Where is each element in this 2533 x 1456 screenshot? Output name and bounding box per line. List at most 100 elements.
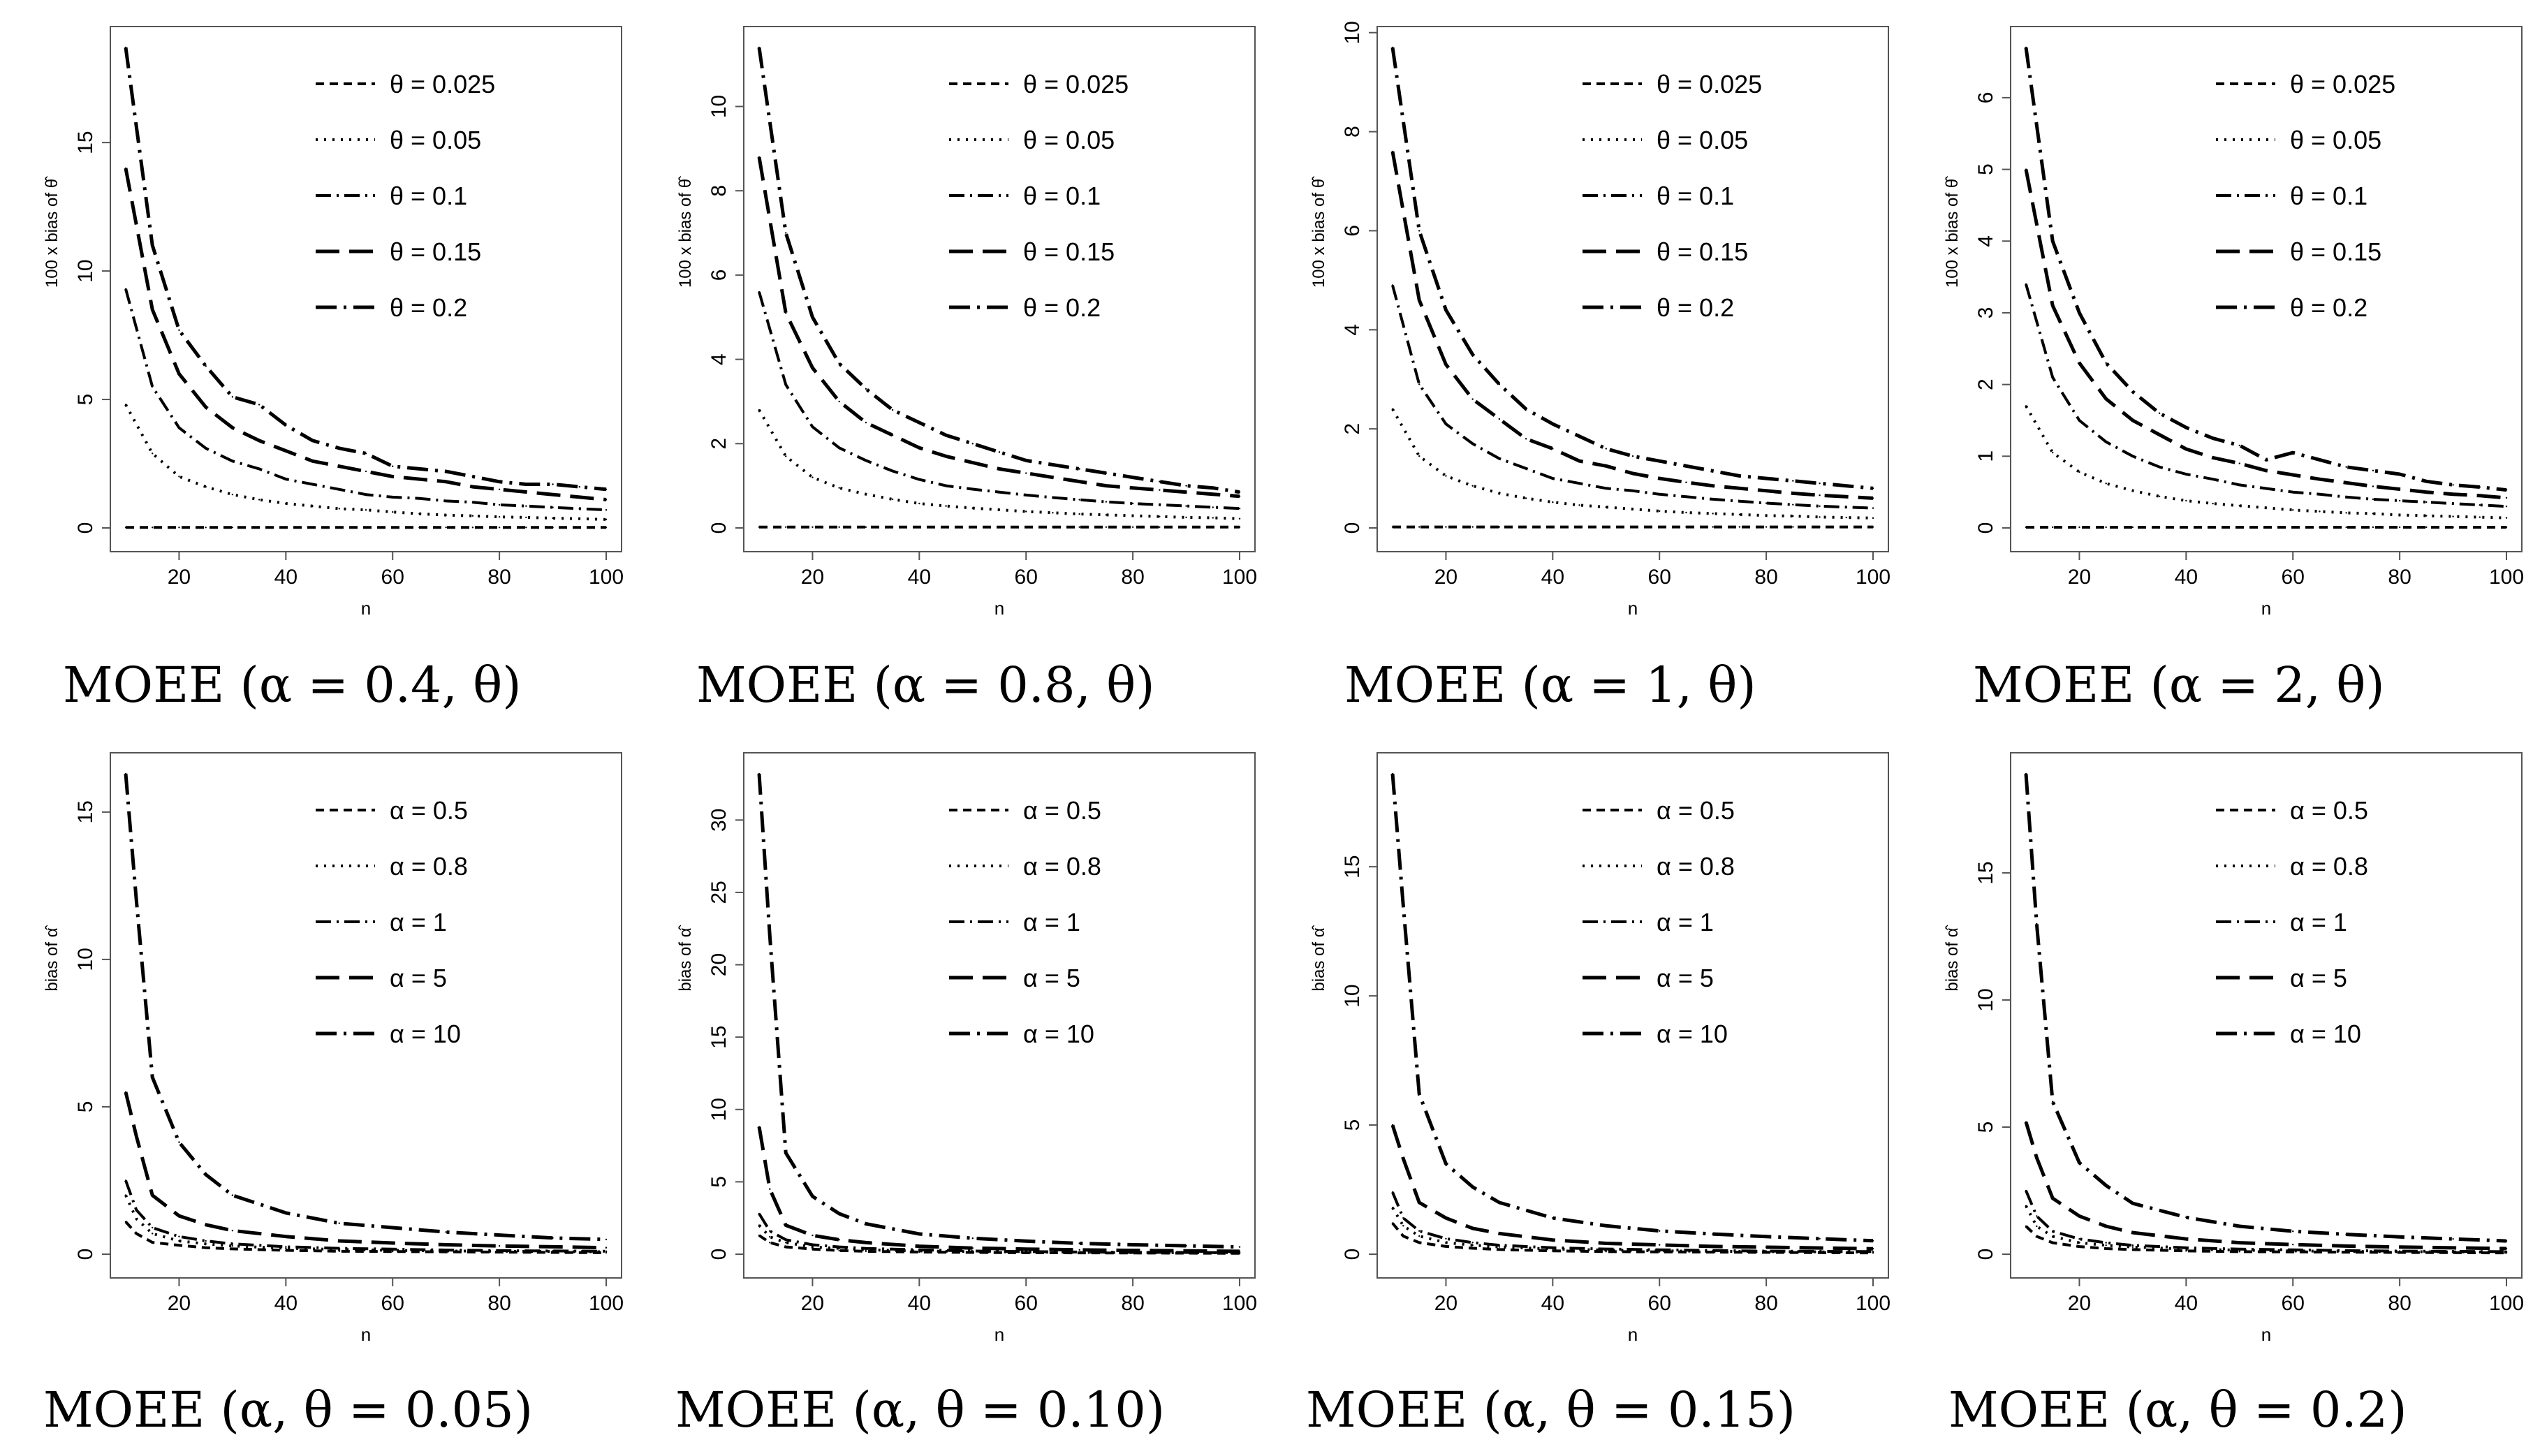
data-point bbox=[1552, 1217, 1554, 1219]
data-point bbox=[1765, 477, 1768, 480]
data-point bbox=[231, 1248, 234, 1250]
data-point bbox=[1402, 1157, 1404, 1160]
x-tick-label: 20 bbox=[2068, 566, 2091, 589]
y-tick-label: 5 bbox=[1341, 1119, 1364, 1131]
data-point bbox=[918, 1249, 920, 1251]
plot-panel: 20 40 60 80 100 n 0 5 10 15 bias of α̂ α = 0.5 α = 0… bbox=[1309, 752, 1890, 1345]
data-point bbox=[2025, 168, 2027, 170]
plot-frame bbox=[110, 26, 622, 552]
legend-label: α = 0.8 bbox=[2290, 852, 2368, 881]
data-point bbox=[2425, 515, 2428, 517]
data-point bbox=[1792, 515, 1794, 517]
plot-frame bbox=[110, 752, 622, 1279]
data-point bbox=[1238, 495, 1241, 497]
data-point bbox=[525, 505, 527, 507]
data-point bbox=[758, 1234, 761, 1237]
data-point bbox=[2372, 485, 2374, 487]
y-tick-label: 0 bbox=[74, 1249, 97, 1260]
data-point bbox=[1605, 1242, 1607, 1244]
data-point bbox=[1445, 526, 1447, 528]
data-point bbox=[2158, 412, 2161, 414]
data-point bbox=[552, 1246, 554, 1248]
x-tick-label: 20 bbox=[1434, 566, 1458, 589]
legend-label: θ = 0.2 bbox=[1023, 293, 1101, 322]
data-point bbox=[1471, 1242, 1474, 1244]
data-point bbox=[2238, 504, 2240, 507]
y-tick-label: 0 bbox=[1341, 522, 1364, 534]
data-point bbox=[2025, 1225, 2027, 1228]
data-point bbox=[498, 527, 501, 529]
legend-label: α = 0.5 bbox=[1023, 796, 1101, 825]
x-axis-label: n bbox=[361, 598, 371, 619]
y-axis-label: 100 x bias of θ̂ bbox=[1943, 176, 1962, 288]
data-point bbox=[2425, 526, 2428, 529]
data-point bbox=[578, 527, 580, 529]
data-point bbox=[945, 455, 947, 457]
data-point bbox=[1471, 1186, 1474, 1189]
data-point bbox=[945, 485, 947, 487]
data-point bbox=[418, 513, 420, 515]
data-point bbox=[1418, 230, 1420, 232]
data-point bbox=[2052, 451, 2054, 454]
data-point bbox=[838, 447, 840, 449]
data-point bbox=[1078, 499, 1080, 501]
data-point bbox=[285, 502, 287, 505]
legend-label: α = 10 bbox=[1657, 1020, 1728, 1048]
data-point bbox=[2131, 1249, 2134, 1251]
data-point bbox=[1845, 496, 1847, 498]
data-point bbox=[2238, 444, 2240, 447]
data-point bbox=[1765, 490, 1768, 492]
data-point bbox=[785, 1239, 787, 1241]
data-point bbox=[891, 526, 894, 528]
data-point bbox=[338, 447, 340, 450]
y-tick-label: 4 bbox=[707, 353, 730, 365]
x-axis-label: n bbox=[994, 598, 1004, 619]
data-point bbox=[2398, 526, 2401, 529]
data-point bbox=[2212, 478, 2214, 480]
series-line bbox=[1390, 47, 1874, 490]
data-point bbox=[1212, 526, 1214, 528]
series-line bbox=[1390, 1124, 1874, 1251]
data-point bbox=[258, 527, 260, 529]
data-point bbox=[1052, 476, 1054, 478]
data-point bbox=[498, 1244, 501, 1247]
data-point bbox=[785, 232, 787, 234]
data-point bbox=[1659, 1244, 1661, 1246]
data-point bbox=[865, 526, 867, 528]
data-point bbox=[1605, 448, 1607, 450]
data-point bbox=[1659, 1249, 1661, 1251]
data-point bbox=[285, 424, 287, 427]
data-point bbox=[1391, 46, 1394, 49]
data-point bbox=[178, 373, 180, 375]
data-point bbox=[1418, 383, 1420, 385]
data-point bbox=[1819, 1237, 1821, 1240]
plot-frame bbox=[2010, 26, 2523, 552]
data-point bbox=[2131, 1202, 2134, 1205]
data-point bbox=[178, 329, 180, 331]
data-point bbox=[2292, 473, 2294, 476]
data-point bbox=[1819, 526, 1821, 528]
data-point bbox=[1238, 517, 1241, 520]
data-point bbox=[2372, 513, 2374, 515]
data-point bbox=[1498, 1201, 1501, 1204]
data-point bbox=[1552, 501, 1554, 503]
data-point bbox=[2345, 1249, 2347, 1252]
data-point bbox=[2052, 240, 2054, 242]
data-point bbox=[2345, 1245, 2347, 1247]
data-point bbox=[605, 518, 608, 521]
data-point bbox=[578, 496, 580, 499]
data-point bbox=[1765, 526, 1768, 528]
data-point bbox=[2452, 1250, 2454, 1253]
y-tick-label: 0 bbox=[707, 1249, 730, 1260]
x-tick-label: 80 bbox=[1121, 1292, 1144, 1315]
data-point bbox=[445, 514, 447, 516]
data-point bbox=[152, 1194, 154, 1196]
data-point bbox=[1498, 1244, 1501, 1247]
data-point bbox=[785, 1242, 787, 1244]
data-point bbox=[1212, 517, 1214, 519]
data-point bbox=[552, 506, 554, 508]
data-point bbox=[1631, 490, 1634, 492]
data-point bbox=[338, 1240, 340, 1242]
data-point bbox=[2025, 1189, 2027, 1192]
data-point bbox=[1105, 472, 1108, 474]
